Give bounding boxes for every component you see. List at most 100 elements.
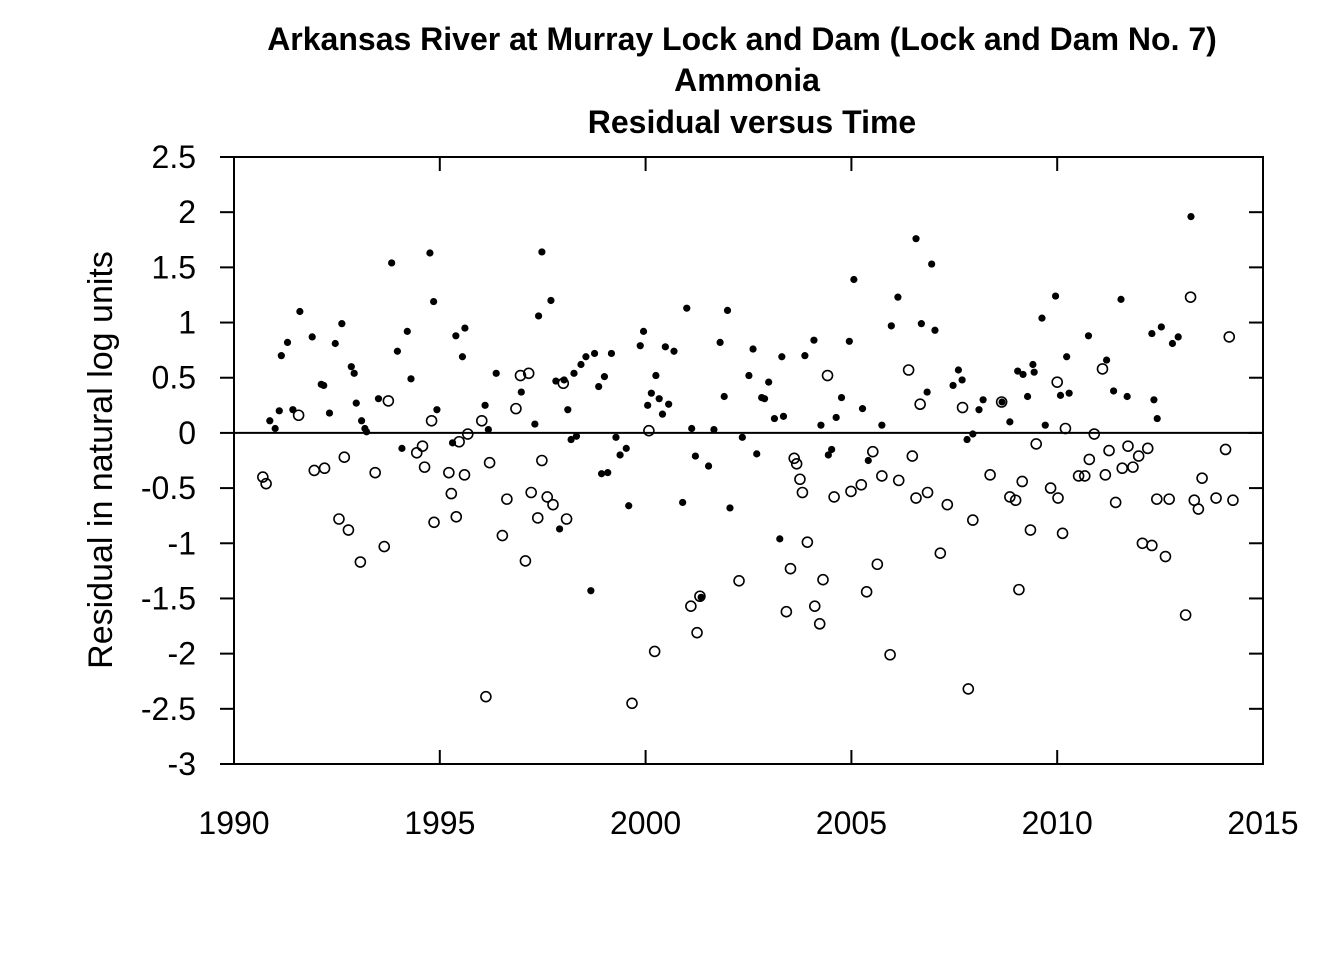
scatter-point-open — [995, 396, 1008, 408]
scatter-point-open — [794, 473, 806, 486]
scatter-point-filled — [824, 451, 832, 459]
scatter-point-filled — [745, 371, 753, 380]
scatter-point-filled — [398, 444, 406, 452]
scatter-point-filled — [691, 452, 700, 460]
scatter-point-filled — [604, 469, 612, 477]
scatter-point-filled — [426, 249, 434, 257]
scatter-point-filled — [776, 535, 784, 543]
scatter-point-filled — [595, 382, 603, 391]
scatter-point-open — [1051, 376, 1063, 388]
scatter-point-filled — [688, 424, 696, 433]
scatter-point-open — [1059, 422, 1072, 435]
scatter-point-open — [522, 367, 535, 380]
y-tick-label: -0.5 — [141, 470, 196, 506]
scatter-point-filled — [600, 373, 609, 381]
scatter-point-open — [1136, 537, 1149, 550]
scatter-point-filled — [801, 352, 809, 360]
scatter-point-filled — [567, 435, 575, 444]
scatter-point-open — [1044, 482, 1057, 494]
scatter-point-filled — [683, 304, 691, 312]
scatter-point-filled — [1117, 295, 1125, 303]
chart-title: Arkansas River at Murray Lock and Dam (L… — [267, 21, 1217, 57]
scatter-point-filled — [765, 378, 773, 386]
scatter-point-filled — [374, 395, 383, 403]
scatter-point-open — [536, 454, 548, 467]
scatter-point-filled — [760, 395, 769, 403]
scatter-point-filled — [582, 353, 590, 361]
scatter-point-filled — [1019, 370, 1027, 379]
scatter-point-open — [519, 555, 532, 567]
scatter-point-open — [483, 456, 496, 469]
scatter-point-filled — [452, 332, 460, 340]
scatter-point-filled — [590, 349, 599, 358]
scatter-point-filled — [1109, 387, 1118, 395]
scatter-point-filled — [832, 413, 840, 422]
scatter-point-open — [1088, 428, 1101, 440]
scatter-point-open — [914, 398, 926, 411]
scatter-point-open — [308, 464, 321, 477]
scatter-point-open — [1052, 492, 1064, 504]
scatter-point-filled — [572, 432, 581, 440]
scatter-point-open — [1096, 363, 1109, 375]
y-tick-label: -2 — [168, 636, 196, 672]
x-tick-label: 2015 — [1227, 805, 1298, 841]
scatter-point-filled — [720, 392, 728, 401]
scatter-point-open — [525, 486, 537, 499]
scatter-point-open — [962, 683, 975, 695]
scatter-point-open — [382, 395, 395, 407]
scatter-point-filled — [639, 327, 648, 335]
scatter-point-filled — [616, 451, 624, 459]
scatter-point-open — [1024, 524, 1037, 536]
y-tick-label: 2 — [178, 194, 196, 230]
scatter-point-open — [801, 536, 814, 548]
scatter-point-filled — [770, 414, 779, 423]
scatter-point-filled — [1041, 421, 1049, 429]
scatter-point-open — [790, 458, 803, 470]
scatter-point-open — [733, 574, 745, 587]
scatter-point-open — [910, 492, 922, 504]
scatter-point-open — [1099, 469, 1112, 481]
scatter-point-open — [541, 491, 554, 503]
scatter-point-open — [1151, 493, 1163, 505]
scatter-point-filled — [271, 424, 279, 433]
scatter-point-filled — [864, 456, 872, 465]
scatter-point-filled — [958, 376, 966, 384]
scatter-point-filled — [338, 320, 346, 328]
scatter-point-open — [410, 446, 423, 459]
scatter-point-filled — [1187, 212, 1195, 221]
scatter-point-open — [1030, 438, 1043, 450]
scatter-point-filled — [894, 293, 902, 301]
scatter-point-open — [1184, 291, 1197, 303]
scatter-point-filled — [963, 435, 971, 444]
scatter-point-open — [1083, 453, 1096, 466]
scatter-point-filled — [878, 421, 886, 429]
scatter-point-filled — [458, 353, 467, 361]
scatter-point-filled — [1023, 392, 1032, 401]
scatter-point-open — [1127, 461, 1139, 473]
scatter-point-filled — [1084, 332, 1093, 340]
scatter-point-open — [884, 648, 896, 661]
y-tick-label: 1 — [178, 305, 196, 341]
scatter-point-filled — [283, 338, 292, 347]
scatter-point-open — [1009, 494, 1022, 507]
scatter-point-open — [378, 540, 391, 553]
scatter-point-filled — [661, 343, 669, 351]
scatter-point-filled — [296, 307, 304, 316]
scatter-point-filled — [753, 450, 761, 458]
scatter-point-open — [867, 445, 879, 458]
scatter-point-filled — [1153, 414, 1161, 423]
scatter-point-filled — [534, 312, 543, 320]
scatter-point-filled — [275, 407, 283, 415]
scatter-point-open — [902, 364, 915, 376]
scatter-point-open — [845, 485, 857, 498]
scatter-point-filled — [858, 405, 867, 413]
scatter-point-open — [860, 586, 873, 598]
scatter-point-open — [784, 562, 797, 575]
scatter-point-open — [1013, 583, 1025, 596]
scatter-point-filled — [1150, 396, 1158, 404]
scatter-point-filled — [931, 326, 939, 334]
scatter-point-open — [780, 605, 793, 618]
scatter-point-filled — [837, 393, 846, 402]
scatter-point-open — [1141, 442, 1154, 455]
